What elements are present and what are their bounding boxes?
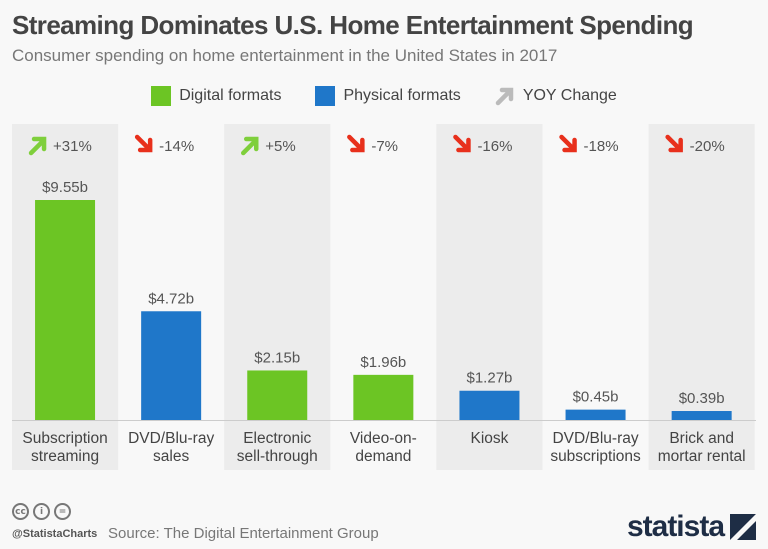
category-label: demand [355,448,411,465]
value-label: $9.55b [42,179,88,196]
twitter-handle[interactable]: @StatistaCharts [12,528,98,540]
legend-label: Digital formats [179,87,282,104]
category-label: Brick and [669,430,734,447]
category-label: mortar rental [658,448,746,465]
yoy-label: +31% [53,138,92,155]
statista-logo[interactable]: statista [627,510,756,544]
category-label: DVD/Blu-ray [128,430,214,447]
yoy-label: -18% [584,138,619,155]
value-label: $2.15b [254,349,300,366]
arrow-down-right-icon [665,134,683,153]
bar [353,374,414,420]
chart-title: Streaming Dominates U.S. Home Entertainm… [12,10,694,40]
bar [459,390,520,420]
category-label: DVD/Blu-ray [552,430,638,447]
yoy-label: +5% [265,138,295,155]
category-label: streaming [31,448,99,465]
legend-item-yoy: YOY Change [495,86,617,106]
arrow-up-right-icon [28,136,47,156]
cc-icon: cc [12,503,29,520]
value-label: $4.72b [148,290,194,307]
bar [35,200,96,420]
chart-subtitle: Consumer spending on home entertainment … [12,46,558,65]
arrow-up-right-icon [241,136,259,156]
category-label: sales [153,448,189,465]
bar [141,311,202,420]
yoy-label: -14% [159,138,194,155]
license-icons: cc i = [12,503,71,520]
legend-label: Physical formats [343,87,461,104]
yoy-label: -16% [477,138,512,155]
value-label: $0.39b [679,390,725,407]
nd-icon: = [54,503,71,520]
bar [565,409,626,420]
arrow-down-right-icon [347,134,365,153]
legend-label: YOY Change [522,87,617,104]
legend-swatch-digital [151,86,172,106]
category-label: sell-through [237,448,318,465]
legend-swatch-physical [315,86,336,106]
category-label: Electronic [243,430,311,447]
arrow-down-right-icon [453,134,471,153]
arrow-down-right-icon [134,134,153,153]
by-icon: i [33,503,50,520]
bar [671,411,732,420]
bar [247,370,308,420]
arrow-up-right-icon [495,87,514,106]
category-label: subscriptions [550,448,641,465]
yoy-label: -20% [690,138,725,155]
logo-text: statista [626,510,725,543]
category-label: Subscription [22,430,107,447]
logo-mark-icon [730,514,756,540]
legend: Digital formats Physical formats YOY Cha… [0,86,768,106]
value-label: $0.45b [573,389,619,406]
value-label: $1.96b [360,354,406,371]
category-label: Video-on- [350,430,417,447]
category-label: Kiosk [470,430,508,447]
source-note: Source: The Digital Entertainment Group [108,525,379,542]
value-label: $1.27b [467,370,513,387]
yoy-label: -7% [371,138,398,155]
arrow-down-right-icon [559,134,577,153]
legend-item-physical: Physical formats [315,86,461,106]
legend-item-digital: Digital formats [151,86,281,106]
